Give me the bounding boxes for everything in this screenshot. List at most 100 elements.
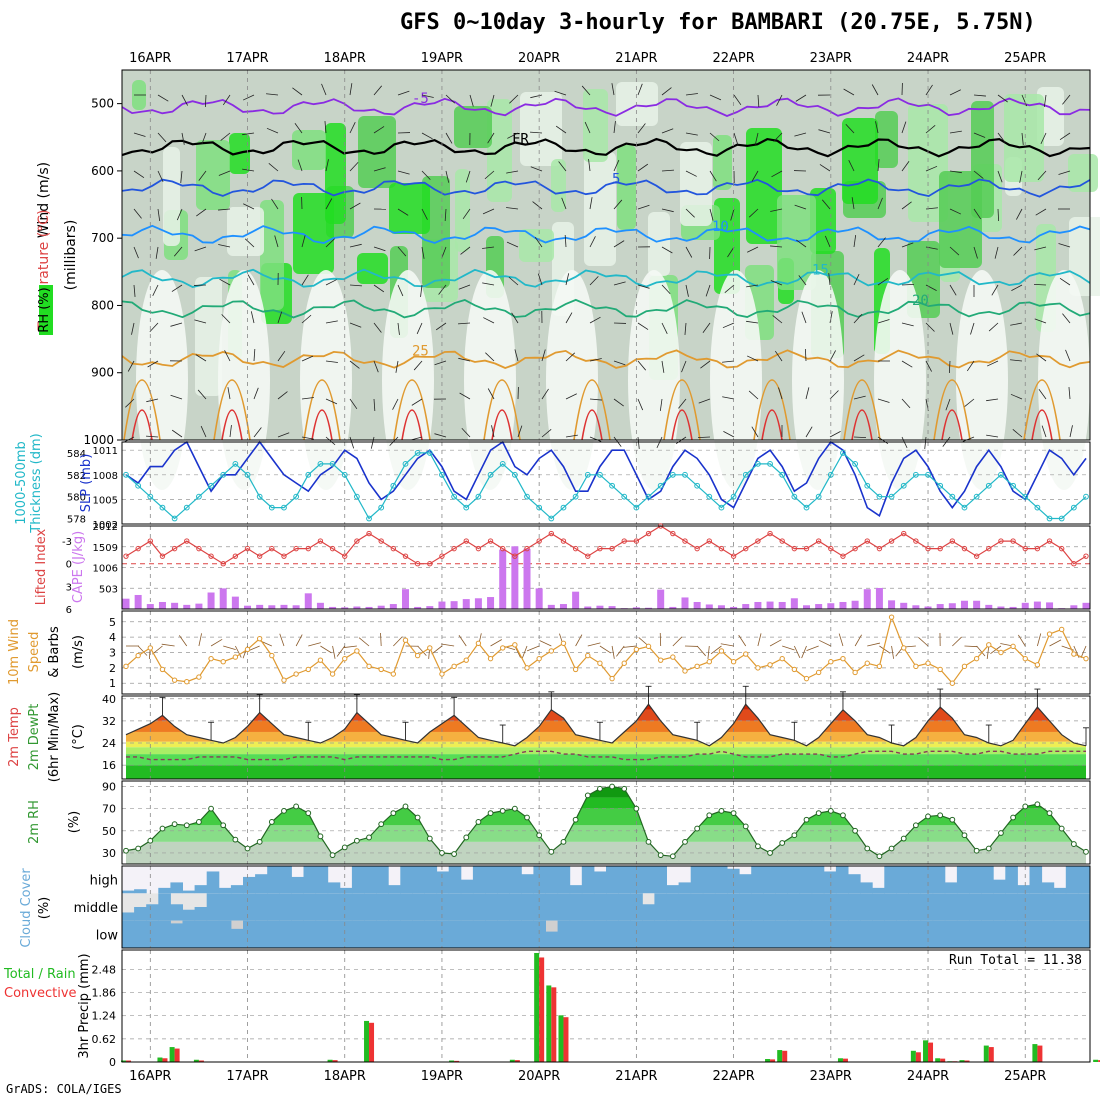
wind-barb <box>1010 393 1023 400</box>
lifted-index-point <box>402 553 409 559</box>
cloud-bar <box>956 920 970 948</box>
wind-barb <box>867 642 881 647</box>
cloud-bar <box>158 887 171 894</box>
precip-convective-bar <box>126 1060 131 1062</box>
cloud-bar <box>255 920 268 948</box>
cape-bar <box>268 605 276 609</box>
lifted-index-point <box>560 538 567 544</box>
minmax-label: (6hr Min/Max) <box>47 692 62 782</box>
cloud-bar <box>860 893 873 921</box>
cape-bar <box>547 604 555 609</box>
wind-barb <box>853 354 865 362</box>
wind-barb <box>748 208 759 218</box>
wind-speed-point <box>949 680 956 686</box>
wind-barb <box>581 85 591 96</box>
cloud-bar <box>315 866 329 894</box>
wind-barb <box>219 278 231 286</box>
wind-barb <box>730 208 735 221</box>
hot-contour <box>221 409 243 441</box>
wind-speed-point <box>1083 655 1089 662</box>
cloud-bar <box>569 885 583 894</box>
cloud-bar <box>303 893 317 921</box>
thickness-point <box>1070 504 1077 511</box>
cloud-bar <box>134 907 147 921</box>
rh-shade-patch <box>908 104 948 222</box>
cape-bar <box>438 601 446 609</box>
cloud-bar <box>654 866 667 894</box>
wind-speed-point <box>147 645 154 651</box>
wind-barb <box>925 360 932 372</box>
precip-tick-label: 0 <box>109 1056 116 1069</box>
wind-barb <box>157 132 167 143</box>
wind-barb <box>434 433 447 438</box>
cape-bar <box>997 606 1005 609</box>
rh-point <box>754 843 761 850</box>
wind-barb <box>301 235 306 248</box>
precip-convective-bar <box>842 1058 848 1062</box>
wind-barb <box>506 170 519 174</box>
wind-barb <box>511 312 519 324</box>
wind-barb <box>986 398 999 402</box>
wind-barb <box>358 637 370 647</box>
wind-barb <box>465 170 471 183</box>
cloud-bar <box>400 893 413 921</box>
rh-shade-patch <box>971 101 994 218</box>
lifted-index-point <box>1010 538 1016 544</box>
rh-point <box>378 821 385 828</box>
wind-barb <box>589 398 602 401</box>
precip-tick-label: 1.86 <box>92 987 117 1000</box>
wind-barb <box>754 132 759 145</box>
wind-barb <box>661 322 668 334</box>
wind-barb <box>769 639 782 647</box>
thickness-point <box>900 482 907 489</box>
cloud-bar <box>666 893 680 921</box>
cloud-bar <box>823 893 837 921</box>
rh-dry-patch <box>546 270 598 490</box>
cloud-bar <box>727 868 740 894</box>
date-label-bottom: 19APR <box>421 1069 463 1084</box>
wind-barb <box>925 284 937 291</box>
cape-bar <box>341 607 349 609</box>
cloud-bar <box>194 885 208 894</box>
rh-band <box>126 825 1086 842</box>
cloud-bar <box>606 866 619 894</box>
rh-point <box>171 821 178 828</box>
rh-shade-patch <box>810 188 836 254</box>
wind-barb <box>925 84 933 96</box>
wind-barb <box>279 633 285 647</box>
cape-bar <box>657 589 665 609</box>
cloud-bar <box>1029 866 1043 894</box>
cape-bar <box>511 546 519 609</box>
cloud-bar <box>678 893 692 921</box>
wind-barb <box>445 170 450 183</box>
wind-barb <box>253 387 259 400</box>
wind-speed-point <box>913 663 919 670</box>
cloud-bar <box>339 893 353 921</box>
cloud-bar <box>376 920 389 948</box>
rh-point <box>487 810 494 816</box>
precip-tick-label: 0.62 <box>92 1033 117 1046</box>
thickness-point <box>147 493 154 500</box>
cape-bar <box>146 604 154 609</box>
cloud-bar <box>364 866 377 894</box>
cloud-label: Cloud Cover <box>19 868 34 948</box>
wind-barb <box>962 436 975 442</box>
rh-point <box>329 852 336 859</box>
wind-barb <box>421 246 425 259</box>
wind-barb <box>1012 428 1023 438</box>
chart-title: GFS 0~10day 3-hourly for BAMBARI (20.75E… <box>400 10 1036 35</box>
wind-barb <box>1034 318 1047 324</box>
cape-bar <box>645 607 653 609</box>
thickness-point <box>414 450 421 456</box>
wind-barb <box>698 398 711 404</box>
wind-speed-point <box>803 675 810 682</box>
cloud-bar <box>230 928 244 948</box>
wind-speed-point <box>1058 626 1065 633</box>
wind-barb <box>891 645 894 659</box>
hot-contour <box>1031 409 1053 441</box>
lifted-index-point <box>256 553 263 559</box>
wind-barb <box>521 645 528 659</box>
wind-barb <box>722 322 735 329</box>
lifted-index-point <box>597 545 603 552</box>
wind-barb <box>973 246 978 259</box>
